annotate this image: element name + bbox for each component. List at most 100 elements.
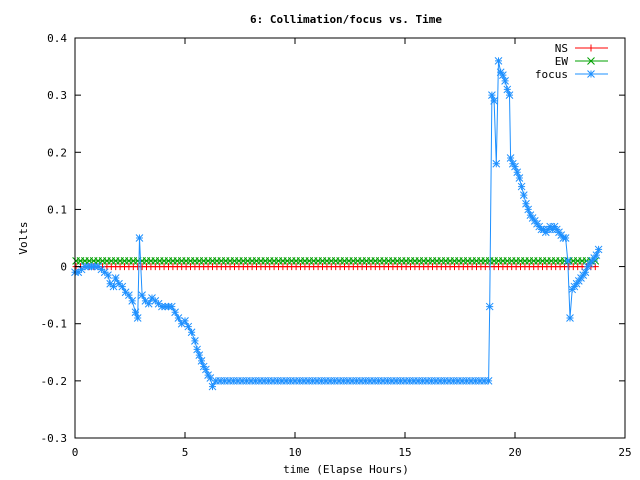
legend-marker-focus xyxy=(587,70,595,78)
data-point-focus xyxy=(171,308,179,317)
data-point-focus xyxy=(414,377,423,385)
data-point-focus xyxy=(238,377,247,385)
plot-area xyxy=(71,57,603,391)
axis-ticks: 0 5 10 15 20 25 -0.3 -0.2 -0.1 0 0.1 0.2 0.3 0.4 xyxy=(41,32,632,459)
data-point-focus xyxy=(326,377,335,385)
data-point-focus xyxy=(260,377,269,385)
data-point-focus xyxy=(247,377,255,385)
data-point-focus xyxy=(511,162,519,171)
data-point-focus xyxy=(286,377,295,385)
legend-label-focus: focus xyxy=(535,68,568,81)
data-point-focus xyxy=(431,377,440,385)
legend-label-NS: NS xyxy=(555,42,568,55)
data-point-focus xyxy=(519,191,528,199)
data-point-focus xyxy=(229,377,238,385)
data-point-focus xyxy=(471,377,480,385)
y-tick-label: 0.1 xyxy=(47,203,67,216)
data-point-focus xyxy=(211,377,220,385)
data-point-focus xyxy=(304,377,313,385)
data-point-focus xyxy=(561,234,570,242)
data-point-focus xyxy=(383,377,392,385)
series-line-focus xyxy=(75,60,600,388)
legend-marker-EW xyxy=(587,57,595,65)
plot-frame xyxy=(74,37,626,439)
data-point-focus xyxy=(581,268,590,277)
data-point-focus xyxy=(109,282,118,291)
data-point-focus xyxy=(187,328,196,337)
data-point-focus xyxy=(208,382,217,391)
data-point-focus xyxy=(517,182,526,191)
data-point-focus xyxy=(357,377,365,385)
data-point-focus xyxy=(225,377,233,385)
data-point-focus xyxy=(361,377,370,385)
data-point-focus xyxy=(233,377,242,385)
data-point-focus xyxy=(505,91,514,99)
data-point-focus xyxy=(440,377,449,385)
data-point-focus xyxy=(330,377,339,385)
x-tick-label: 20 xyxy=(508,446,521,459)
data-point-focus xyxy=(387,377,396,385)
data-point-focus xyxy=(480,377,489,385)
data-point-focus xyxy=(125,291,133,299)
x-tick-label: 0 xyxy=(72,446,79,459)
data-point-focus xyxy=(490,97,498,105)
data-point-focus xyxy=(191,337,199,345)
data-point-focus xyxy=(503,85,512,94)
data-point-focus xyxy=(220,377,229,385)
data-point-focus xyxy=(299,377,308,385)
data-point-focus xyxy=(269,377,277,385)
data-point-focus xyxy=(566,314,574,322)
data-point-focus xyxy=(484,377,493,385)
y-tick-label: 0 xyxy=(60,261,67,274)
data-point-focus xyxy=(494,57,503,65)
data-point-focus xyxy=(499,71,507,79)
data-point-focus xyxy=(352,377,361,385)
data-point-focus xyxy=(111,274,120,282)
data-point-focus xyxy=(513,168,522,177)
data-point-focus xyxy=(206,374,215,382)
series-NS xyxy=(72,263,599,271)
y-tick-label: -0.3 xyxy=(41,432,68,445)
data-point-focus xyxy=(594,245,603,254)
data-point-focus xyxy=(131,308,140,317)
data-point-focus xyxy=(524,205,533,214)
data-point-focus xyxy=(488,91,496,99)
data-point-focus xyxy=(374,377,383,385)
y-tick-label: 0.3 xyxy=(47,89,67,102)
data-point-focus xyxy=(295,377,304,385)
data-point-focus xyxy=(273,377,282,385)
data-point-focus xyxy=(458,377,467,385)
x-axis-label: time (Elapse Hours) xyxy=(283,463,409,476)
data-point-focus xyxy=(485,302,494,311)
data-point-focus xyxy=(501,77,509,85)
legend-marker-NS xyxy=(587,44,595,52)
y-tick-label: 0.2 xyxy=(47,146,67,159)
x-tick-label: 15 xyxy=(398,446,411,459)
data-point-focus xyxy=(197,357,206,365)
data-point-focus xyxy=(445,377,453,385)
data-point-focus xyxy=(379,377,387,385)
data-point-focus xyxy=(348,377,357,385)
data-point-focus xyxy=(144,299,153,308)
data-point-focus xyxy=(195,351,204,359)
data-point-focus xyxy=(506,154,515,162)
data-point-focus xyxy=(277,377,286,385)
data-point-focus xyxy=(436,377,445,385)
x-tick-label: 25 xyxy=(618,446,631,459)
x-tick-label: 5 xyxy=(182,446,189,459)
data-point-focus xyxy=(174,314,183,322)
data-point-focus xyxy=(339,377,348,385)
data-point-focus xyxy=(563,257,572,265)
data-point-focus xyxy=(401,377,409,385)
data-point-focus xyxy=(492,159,501,168)
y-tick-label: 0.4 xyxy=(47,32,67,45)
data-point-focus xyxy=(392,377,401,385)
data-point-focus xyxy=(308,377,317,385)
data-point-focus xyxy=(202,365,210,374)
data-point-focus xyxy=(128,297,137,305)
data-point-focus xyxy=(104,271,112,279)
data-point-focus xyxy=(418,377,427,385)
chart-title: 6: Collimation/focus vs. Time xyxy=(250,13,442,26)
data-point-focus xyxy=(184,322,193,331)
